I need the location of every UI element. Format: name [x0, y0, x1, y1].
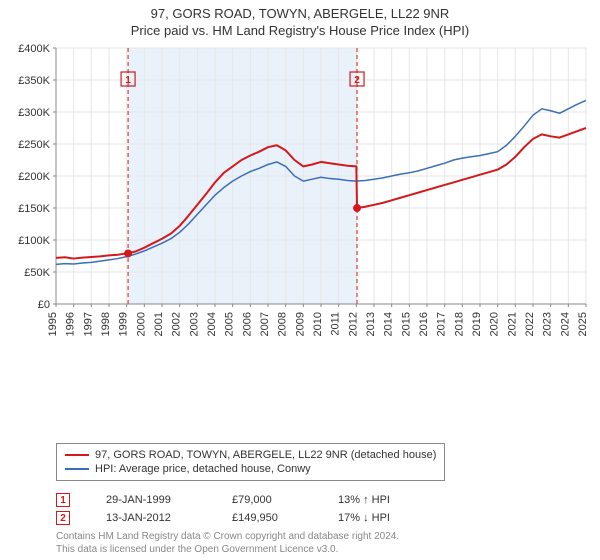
svg-text:2023: 2023 — [542, 312, 554, 336]
legend-item: HPI: Average price, detached house, Conw… — [65, 462, 436, 476]
chart-title: 97, GORS ROAD, TOWYN, ABERGELE, LL22 9NR… — [10, 6, 590, 40]
svg-text:2024: 2024 — [559, 312, 571, 336]
legend-label: 97, GORS ROAD, TOWYN, ABERGELE, LL22 9NR… — [95, 449, 436, 461]
copyright-line2: This data is licensed under the Open Gov… — [56, 544, 584, 557]
copyright-text: Contains HM Land Registry data © Crown c… — [56, 531, 584, 556]
svg-text:£200K: £200K — [18, 171, 50, 183]
svg-text:2005: 2005 — [224, 312, 236, 336]
svg-text:2: 2 — [354, 75, 360, 86]
svg-text:1: 1 — [125, 75, 131, 86]
svg-text:£350K: £350K — [18, 75, 50, 87]
svg-text:2018: 2018 — [453, 312, 465, 336]
table-row: 1 29-JAN-1999 £79,000 13% ↑ HPI — [56, 491, 584, 509]
svg-text:2020: 2020 — [489, 312, 501, 336]
svg-text:2012: 2012 — [347, 312, 359, 336]
svg-text:2022: 2022 — [524, 312, 536, 336]
svg-text:2004: 2004 — [206, 312, 218, 336]
svg-text:2007: 2007 — [259, 312, 271, 336]
svg-text:2013: 2013 — [365, 312, 377, 336]
transaction-index-badge: 1 — [56, 493, 70, 507]
svg-text:1995: 1995 — [47, 312, 59, 336]
svg-text:1998: 1998 — [100, 312, 112, 336]
svg-text:2021: 2021 — [506, 312, 518, 336]
svg-text:£300K: £300K — [18, 107, 50, 119]
transactions-table: 1 29-JAN-1999 £79,000 13% ↑ HPI 2 13-JAN… — [56, 491, 584, 527]
legend-item: 97, GORS ROAD, TOWYN, ABERGELE, LL22 9NR… — [65, 448, 436, 462]
svg-text:2006: 2006 — [241, 312, 253, 336]
svg-text:£50K: £50K — [24, 267, 50, 279]
svg-text:£0: £0 — [38, 299, 50, 311]
svg-text:2001: 2001 — [153, 312, 165, 336]
transaction-hpi-delta: 13% ↑ HPI — [338, 494, 428, 506]
svg-text:2015: 2015 — [400, 312, 412, 336]
svg-text:£250K: £250K — [18, 139, 50, 151]
svg-text:2002: 2002 — [171, 312, 183, 336]
chart-area: £0 £50K £100K £150K £200K £250K £300K £350K £400… — [10, 44, 590, 437]
svg-text:2016: 2016 — [418, 312, 430, 336]
legend-swatch — [65, 454, 89, 456]
svg-text:2003: 2003 — [188, 312, 200, 336]
transaction-date: 13-JAN-2012 — [106, 512, 196, 524]
svg-text:2019: 2019 — [471, 312, 483, 336]
svg-text:1996: 1996 — [65, 312, 77, 336]
svg-text:2010: 2010 — [312, 312, 324, 336]
svg-text:2011: 2011 — [330, 312, 342, 336]
transaction-price: £149,950 — [232, 512, 302, 524]
transaction-index-badge: 2 — [56, 511, 70, 525]
title-line2: Price paid vs. HM Land Registry's House … — [10, 23, 590, 40]
copyright-line1: Contains HM Land Registry data © Crown c… — [56, 531, 584, 544]
table-row: 2 13-JAN-2012 £149,950 17% ↓ HPI — [56, 509, 584, 527]
legend-label: HPI: Average price, detached house, Conw… — [95, 463, 311, 475]
chart-container: 97, GORS ROAD, TOWYN, ABERGELE, LL22 9NR… — [0, 0, 600, 560]
line-chart-svg: £0 £50K £100K £150K £200K £250K £300K £350K £400… — [10, 44, 590, 364]
svg-text:1997: 1997 — [82, 312, 94, 336]
transaction-price: £79,000 — [232, 494, 302, 506]
transaction-date: 29-JAN-1999 — [106, 494, 196, 506]
svg-text:2017: 2017 — [436, 312, 448, 336]
svg-text:2008: 2008 — [277, 312, 289, 336]
svg-text:2014: 2014 — [383, 312, 395, 336]
svg-text:£400K: £400K — [18, 44, 50, 55]
svg-text:2009: 2009 — [294, 312, 306, 336]
legend: 97, GORS ROAD, TOWYN, ABERGELE, LL22 9NR… — [56, 443, 445, 481]
title-line1: 97, GORS ROAD, TOWYN, ABERGELE, LL22 9NR — [10, 6, 590, 23]
svg-text:2000: 2000 — [135, 312, 147, 336]
transaction-hpi-delta: 17% ↓ HPI — [338, 512, 428, 524]
svg-text:1999: 1999 — [118, 312, 130, 336]
svg-text:£150K: £150K — [18, 203, 50, 215]
svg-text:£100K: £100K — [18, 235, 50, 247]
legend-swatch — [65, 468, 89, 470]
svg-text:2025: 2025 — [577, 312, 589, 336]
